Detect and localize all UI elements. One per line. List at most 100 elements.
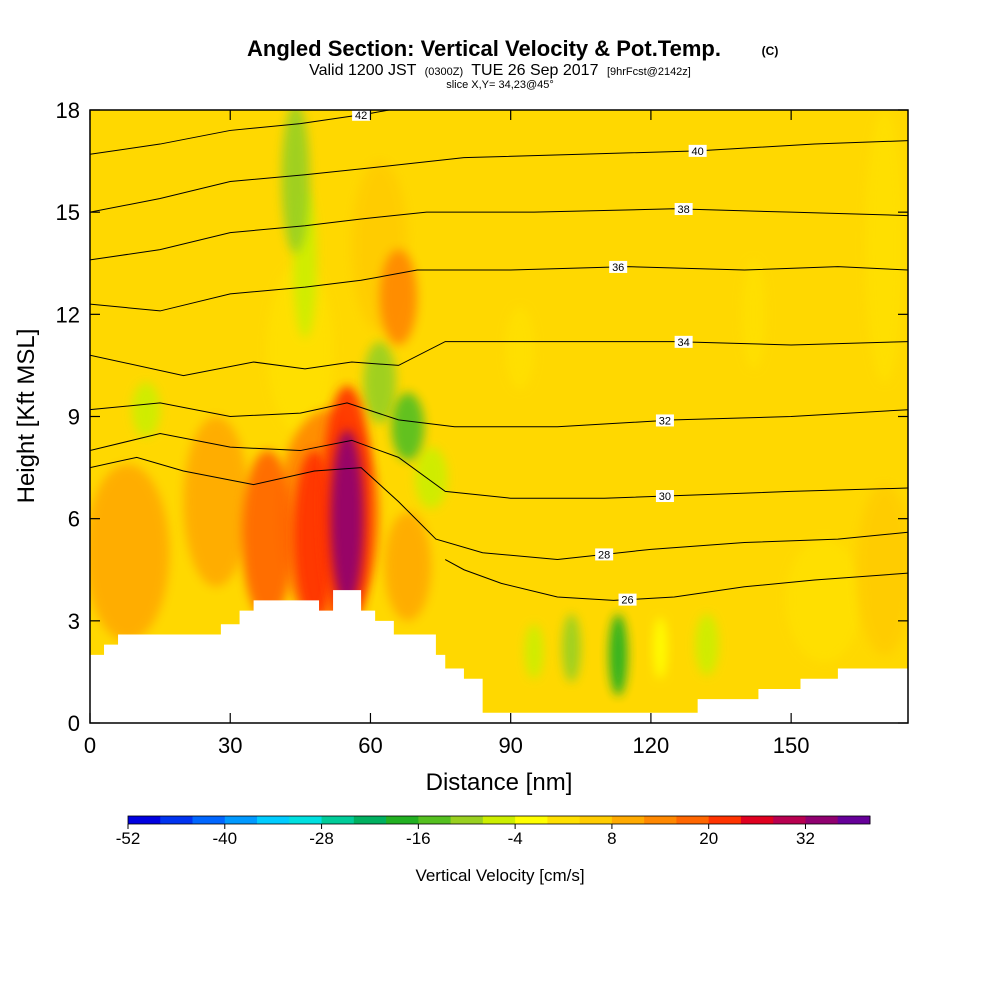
colorbar-swatch [128,816,161,824]
velocity-cell [856,484,908,655]
velocity-cell [562,614,581,683]
colorbar-swatch [644,816,677,824]
colorbar-tick-label: 32 [796,829,815,848]
forecast-tag: [9hrFcst@2142z] [607,66,691,78]
colorbar-swatch [289,816,323,824]
x-tick-label: 60 [358,733,382,758]
colorbar-swatch [192,816,226,824]
colorbar-swatch [611,816,645,824]
isentrope-line [90,433,908,499]
colorbar-tick-label: -16 [406,829,431,848]
colorbar-tick-label: -52 [116,829,141,848]
chart-title: Angled Section: Vertical Velocity & Pot.… [247,36,721,61]
y-tick-label: 3 [68,609,80,634]
velocity-cell [786,539,862,662]
colorbar-tick-label: 8 [607,829,616,848]
isentrope-line [90,140,908,213]
colorbar-tick-label: -4 [508,829,523,848]
colorbar-swatch [837,816,871,824]
svg-text:32: 32 [659,415,671,427]
isentrope-label: 40 [688,144,707,158]
colorbar-swatch [321,816,355,824]
isentrope-line [90,208,908,261]
velocity-cell [391,392,425,461]
x-tick-label: 0 [84,733,96,758]
isentrope-line [90,402,908,428]
valid-date: TUE 26 Sep 2017 [471,62,598,79]
velocity-cell [506,307,535,390]
colorbar-swatch [160,816,194,824]
colorbar: -52 -40 -28 -16 -4 8 20 32 [116,815,871,848]
x-axis: 0 30 60 90 120 150 [84,110,810,758]
slice-label: slice X,Y= 34,23@45° [446,79,554,91]
velocity-cell [90,464,170,642]
terrain-mask [90,590,908,723]
y-axis-label: Height [Kft MSL] [13,329,40,504]
y-tick-label: 12 [56,302,80,327]
isentrope-label: 32 [655,414,674,427]
colorbar-tick-label: 20 [699,829,718,848]
colorbar-swatch [773,816,806,824]
isentrope-line [90,266,908,312]
colorbar-swatch [482,816,516,824]
velocity-cell [695,614,719,676]
isentrope-label: 38 [674,203,693,216]
velocity-cell [281,110,310,254]
velocity-cell [653,617,668,679]
x-tick-label: 30 [218,733,242,758]
colorbar-swatch [579,816,613,824]
chart-title-unit: (C) [762,44,779,58]
isentrope-label: 34 [674,335,693,349]
isentrope-label: 42 [352,110,371,122]
velocity-cell [379,249,418,345]
colorbar-swatch [547,816,581,824]
y-tick-label: 0 [68,711,80,736]
plot-area: 26 28 30 32 34 36 38 40 42 [90,110,908,723]
y-tick-label: 18 [56,98,80,123]
y-tick-label: 15 [56,200,80,225]
valid-time-line: Valid 1200 JST (0300Z) TUE 26 Sep 2017 [… [309,62,691,79]
x-tick-label: 120 [633,733,670,758]
colorbar-swatch [740,816,774,824]
colorbar-swatch [676,816,710,824]
velocity-cell [608,614,628,696]
velocity-field [90,110,908,696]
colorbar-swatch [450,816,484,824]
velocity-cell [330,430,364,608]
svg-text:28: 28 [598,549,610,561]
colorbar-swatch [515,816,548,824]
isentrope-label: 26 [618,593,637,607]
velocity-cell [865,110,904,383]
isentrope-line [445,559,908,601]
svg-text:36: 36 [612,262,624,274]
isentrope-label: 28 [595,548,614,561]
colorbar-swatch [224,816,258,824]
svg-text:34: 34 [678,337,690,349]
velocity-cell [183,416,249,587]
valid-utc: (0300Z) [425,66,464,78]
svg-text:38: 38 [678,204,690,216]
velocity-cell [524,624,544,679]
velocity-cell [384,511,432,621]
isentrope-line [90,341,908,377]
velocity-cell [267,263,334,434]
colorbar-swatch [386,816,419,824]
colorbar-tick-label: -28 [309,829,334,848]
colorbar-swatch [418,816,452,824]
colorbar-swatch [708,816,742,824]
x-tick-label: 90 [498,733,522,758]
valid-prefix: Valid 1200 JST [309,62,417,79]
isentrope-label: 30 [655,490,674,503]
x-tick-label: 150 [773,733,810,758]
colorbar-tick-label: -40 [212,829,237,848]
svg-text:40: 40 [692,146,704,158]
velocity-cell [363,341,397,424]
velocity-cell [132,382,161,437]
isentrope-line [90,456,908,561]
isentrope-label: 36 [609,260,628,274]
colorbar-label: Vertical Velocity [cm/s] [415,866,584,885]
velocity-cell [241,450,294,621]
colorbar-swatch [353,816,387,824]
